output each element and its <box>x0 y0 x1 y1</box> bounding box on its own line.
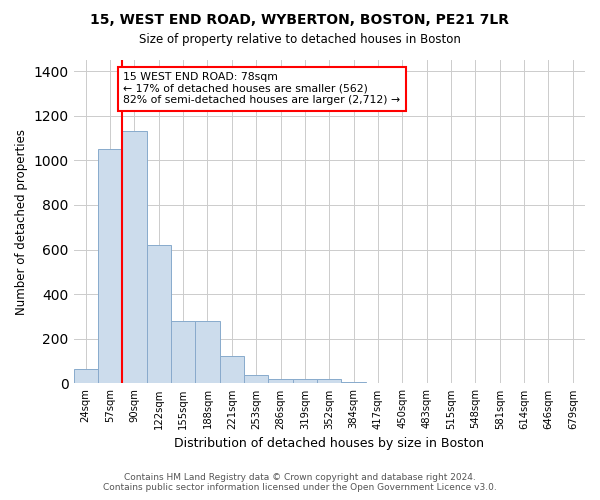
Bar <box>122 132 146 384</box>
Text: Contains HM Land Registry data © Crown copyright and database right 2024.
Contai: Contains HM Land Registry data © Crown c… <box>103 473 497 492</box>
Bar <box>317 378 341 384</box>
Text: 15 WEST END ROAD: 78sqm
← 17% of detached houses are smaller (562)
82% of semi-d: 15 WEST END ROAD: 78sqm ← 17% of detache… <box>124 72 401 106</box>
Y-axis label: Number of detached properties: Number of detached properties <box>15 128 28 314</box>
Bar <box>244 374 268 384</box>
Bar <box>196 321 220 384</box>
Bar <box>146 245 171 384</box>
Bar <box>341 382 366 384</box>
X-axis label: Distribution of detached houses by size in Boston: Distribution of detached houses by size … <box>174 437 484 450</box>
Text: 15, WEST END ROAD, WYBERTON, BOSTON, PE21 7LR: 15, WEST END ROAD, WYBERTON, BOSTON, PE2… <box>91 12 509 26</box>
Bar <box>171 321 196 384</box>
Bar <box>98 149 122 384</box>
Text: Size of property relative to detached houses in Boston: Size of property relative to detached ho… <box>139 32 461 46</box>
Bar <box>220 356 244 384</box>
Bar <box>268 378 293 384</box>
Bar <box>74 369 98 384</box>
Bar <box>293 379 317 384</box>
